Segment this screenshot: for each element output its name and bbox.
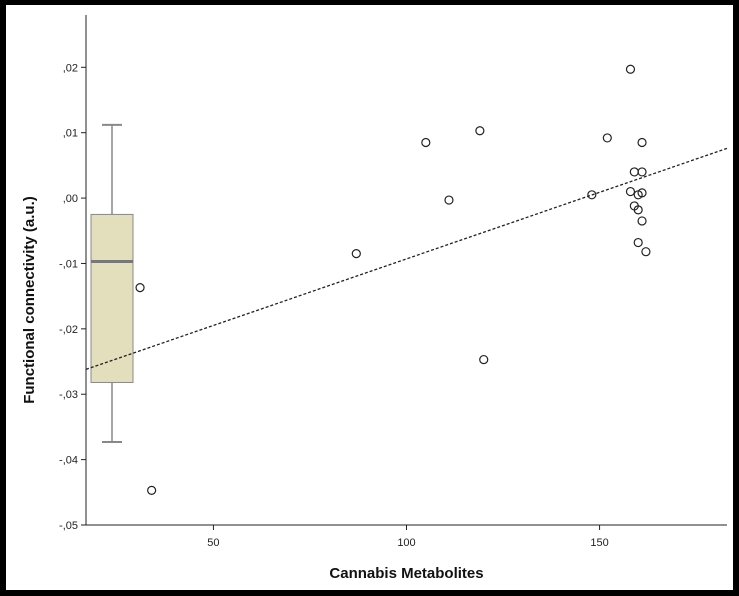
x-tick-label: 50 [207, 537, 219, 549]
chart-frame: 50 100 150 ,02 ,01 ,00 -,01 -,02 -,03 -,04 -,05 C… [6, 5, 733, 590]
data-point [637, 167, 647, 177]
x-tick-label: 100 [397, 537, 415, 549]
axes [85, 15, 727, 526]
y-tick-label: -,04 [59, 455, 78, 467]
data-point [637, 137, 647, 148]
trend-layer [85, 147, 728, 370]
y-axis-title: Functional connectivity (a.u.) [21, 196, 38, 404]
data-point [587, 190, 597, 200]
data-point [641, 247, 651, 257]
data-point [479, 354, 489, 365]
data-point [475, 126, 485, 136]
scatter-chart: 50 100 150 ,02 ,01 ,00 -,01 -,02 -,03 -,04 -,05 C… [21, 15, 728, 582]
data-point [629, 167, 639, 177]
data-point [421, 137, 431, 148]
x-ticks: 50 100 150 [207, 525, 609, 549]
data-point [602, 133, 612, 143]
trend-line [85, 147, 728, 370]
data-point [351, 249, 361, 259]
data-point [625, 186, 636, 197]
y-tick-label: ,00 [63, 193, 78, 205]
data-point [637, 216, 647, 226]
y-tick-label: -,03 [59, 389, 78, 401]
y-tick-label: -,05 [59, 520, 78, 532]
x-axis-title: Cannabis Metabolites [329, 565, 483, 582]
data-point [135, 283, 145, 293]
y-tick-label: ,01 [63, 128, 78, 140]
data-point [633, 237, 643, 248]
x-tick-label: 150 [590, 537, 608, 549]
data-point [147, 485, 157, 495]
data-point [444, 195, 454, 205]
y-ticks: ,02 ,01 ,00 -,01 -,02 -,03 -,04 -,05 [59, 62, 86, 532]
data-point [637, 188, 647, 198]
points-layer [135, 64, 651, 495]
y-tick-label: ,02 [63, 62, 78, 74]
boxplot [90, 123, 134, 443]
data-point [625, 64, 636, 74]
y-tick-label: -,02 [59, 324, 78, 336]
box-iqr [90, 213, 134, 383]
data-point [633, 205, 643, 215]
y-tick-label: -,01 [59, 258, 78, 270]
